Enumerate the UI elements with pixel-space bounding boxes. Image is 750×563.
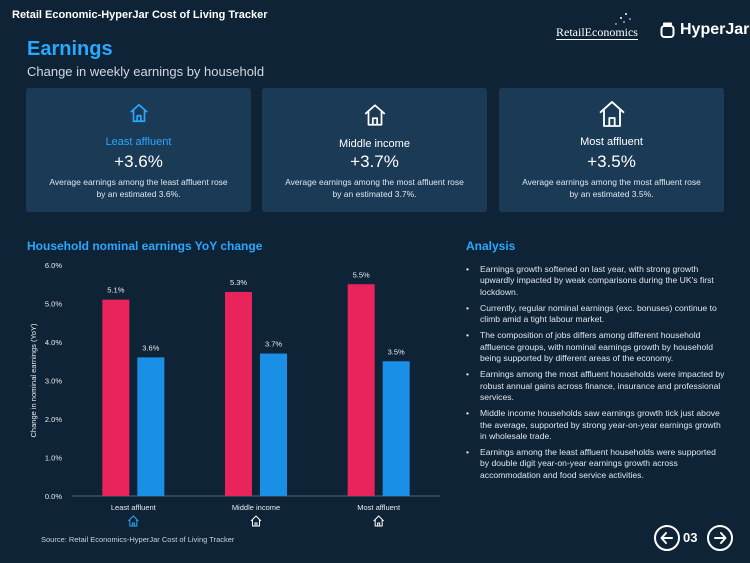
page-subtitle: Change in weekly earnings by household (27, 64, 265, 79)
data-label: 3.6% (142, 343, 159, 352)
data-label: 3.7% (265, 340, 282, 349)
card-label: Most affluent (580, 136, 643, 148)
page-number: 03 (683, 530, 698, 545)
next-page-button[interactable] (707, 525, 733, 551)
bar (260, 353, 287, 496)
arrow-left-icon (660, 532, 673, 544)
hyperjar-logo: HyperJar (660, 21, 749, 39)
house-icon (250, 515, 262, 527)
retail-economics-wordmark: RetailEconomics (556, 25, 638, 40)
chart-title: Household nominal earnings YoY change (27, 239, 263, 253)
data-label: 3.5% (388, 347, 405, 356)
y-tick-label: 6.0% (45, 261, 62, 270)
y-axis-title: Change in nominal earnings (YoY) (29, 323, 38, 437)
card-description: Average earnings among the most affluent… (522, 177, 701, 199)
house-icon (499, 98, 724, 130)
retail-economics-logo: RetailEconomics (556, 12, 646, 42)
card-value: +3.6% (114, 152, 163, 171)
card-middle-income: Middle income +3.7% Average earnings amo… (262, 88, 487, 212)
earnings-bar-chart: Change in nominal earnings (YoY) 0.0% 1.0%… (29, 261, 440, 527)
card-description: Average earnings among the most affluent… (285, 177, 464, 199)
bar (225, 291, 252, 496)
card-value: +3.5% (587, 152, 636, 171)
x-tick-label: Most affluent (357, 503, 401, 512)
house-icon (127, 515, 139, 527)
house-icon (26, 102, 251, 124)
arrow-right-icon (714, 532, 727, 544)
jar-icon (660, 22, 675, 38)
x-tick-label: Middle income (232, 503, 280, 512)
data-label: 5.5% (353, 270, 370, 279)
analysis-title: Analysis (466, 239, 516, 253)
logo-sparkle-icon (615, 13, 631, 25)
bar (382, 361, 410, 496)
card-least-affluent: Least affluent +3.6% Average earnings am… (26, 88, 251, 212)
card-label: Least affluent (105, 136, 172, 148)
card-description: Average earnings among the least affluen… (49, 177, 228, 199)
y-tick-label: 2.0% (45, 415, 62, 424)
analysis-bullet: Currently, regular nominal earnings (exc… (466, 303, 726, 326)
data-label: 5.3% (230, 278, 247, 287)
y-tick-label: 0.0% (45, 492, 62, 501)
x-tick-label: Least affluent (111, 503, 157, 512)
source-note: Source: Retail Economics-HyperJar Cost o… (41, 535, 235, 544)
bar (102, 299, 130, 496)
analysis-bullet: The composition of jobs differs among di… (466, 330, 726, 364)
tracker-title: Retail Economic-HyperJar Cost of Living … (12, 9, 268, 21)
card-most-affluent: Most affluent +3.5% Average earnings amo… (499, 88, 724, 212)
analysis-list: Earnings growth softened on last year, w… (466, 264, 726, 486)
house-icon (373, 515, 385, 527)
page-title: Earnings (27, 38, 113, 60)
card-value: +3.7% (350, 152, 399, 171)
data-label: 5.1% (107, 286, 124, 295)
house-icon (262, 102, 487, 128)
hyperjar-wordmark: HyperJar (680, 21, 750, 38)
card-label: Middle income (339, 138, 410, 150)
bar (347, 284, 375, 496)
previous-page-button[interactable] (654, 525, 680, 551)
analysis-bullet: Earnings among the most affluent househo… (466, 369, 726, 403)
y-tick-label: 4.0% (45, 338, 62, 347)
analysis-bullet: Earnings growth softened on last year, w… (466, 264, 726, 298)
y-tick-label: 3.0% (45, 377, 62, 386)
analysis-bullet: Earnings among the least affluent househ… (466, 447, 726, 481)
analysis-bullet: Middle income households saw earnings gr… (466, 408, 726, 442)
y-tick-label: 5.0% (45, 300, 62, 309)
y-tick-label: 1.0% (45, 454, 62, 463)
bar (137, 357, 165, 496)
